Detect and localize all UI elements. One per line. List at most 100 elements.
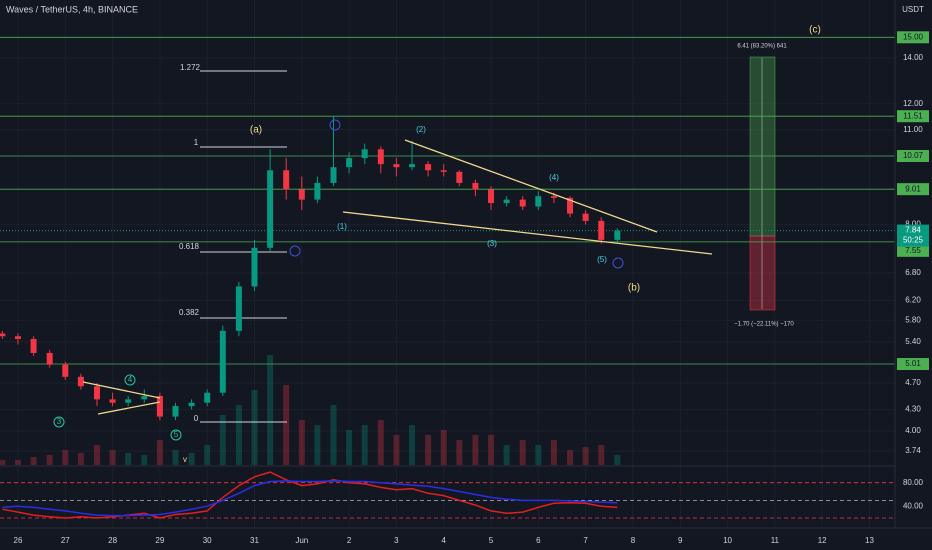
annotation: (5) bbox=[597, 255, 607, 264]
y-tick-label: 4.00 bbox=[905, 426, 921, 435]
candle-body bbox=[456, 171, 463, 183]
currency-label: USDT bbox=[902, 5, 924, 14]
level-label-box bbox=[897, 31, 929, 44]
wave-markers bbox=[289, 119, 624, 269]
x-tick-label: 12 bbox=[818, 536, 827, 545]
candle-body bbox=[440, 170, 447, 172]
y-tick-label: 6.80 bbox=[905, 268, 921, 277]
volume-bar bbox=[204, 445, 211, 465]
volume-bar bbox=[409, 425, 416, 465]
level-label-box bbox=[897, 358, 929, 371]
volume-bar bbox=[488, 435, 495, 465]
volume-bar bbox=[346, 430, 353, 465]
candle-body bbox=[598, 220, 605, 240]
chart-title: Waves / TetherUS, 4h, BINANCE bbox=[6, 4, 138, 14]
candle-body bbox=[46, 352, 53, 365]
volume-bar bbox=[393, 435, 400, 465]
fib-lines bbox=[200, 70, 287, 423]
x-tick-label: 4 bbox=[441, 536, 446, 545]
trendline bbox=[97, 401, 161, 415]
candle-body bbox=[30, 338, 37, 353]
candle-body bbox=[125, 399, 132, 403]
y-tick-label: 5.80 bbox=[905, 316, 921, 325]
level-label: 9.01 bbox=[905, 184, 921, 193]
volume-bar bbox=[188, 453, 195, 465]
candle-body bbox=[188, 402, 195, 407]
volume-bar bbox=[330, 405, 337, 465]
annotation: v bbox=[183, 455, 187, 464]
candle-body bbox=[109, 399, 116, 403]
volume-bar bbox=[267, 355, 274, 465]
x-tick-label: 27 bbox=[61, 536, 70, 545]
candle-body bbox=[298, 189, 305, 200]
wave-marker bbox=[289, 245, 301, 257]
annotation: 5 bbox=[174, 430, 179, 439]
loss-zone bbox=[749, 235, 776, 311]
y-tick-label: 4.30 bbox=[905, 405, 921, 414]
x-tick-label: 11 bbox=[771, 536, 780, 545]
volume-bar bbox=[535, 445, 542, 465]
y-tick-label: 11.00 bbox=[903, 125, 923, 134]
trendlines bbox=[82, 139, 713, 415]
annotation: 1.272 bbox=[180, 63, 201, 72]
candle-body bbox=[361, 149, 368, 159]
volume-bar bbox=[46, 455, 53, 465]
y-tick-label: 12.00 bbox=[903, 99, 924, 108]
x-tick-label: 30 bbox=[203, 536, 212, 545]
level-label-box bbox=[897, 110, 929, 123]
last-price-box bbox=[897, 224, 929, 247]
candle-body bbox=[409, 164, 416, 168]
x-tick-label: 28 bbox=[108, 536, 117, 545]
y-tick-label: 14.00 bbox=[903, 53, 924, 62]
volume-bar bbox=[77, 453, 84, 465]
volume-bar bbox=[519, 440, 526, 465]
x-tick-label: 9 bbox=[678, 536, 683, 545]
volume-bar bbox=[472, 435, 479, 465]
last-price-label: 7.84 bbox=[905, 226, 921, 235]
volume-bar bbox=[456, 440, 463, 465]
x-tick-label: 29 bbox=[155, 536, 164, 545]
y-tick-label: 8.00 bbox=[905, 220, 921, 229]
level-label-box bbox=[897, 150, 929, 163]
candle-body bbox=[219, 330, 226, 393]
levels bbox=[0, 36, 895, 365]
x-tick-label: 3 bbox=[394, 536, 399, 545]
x-tick-label: Jun bbox=[295, 536, 308, 545]
candle-body bbox=[503, 199, 510, 204]
annotation-circle bbox=[53, 416, 65, 428]
annotation: (b) bbox=[628, 283, 640, 294]
volume-bar bbox=[567, 450, 574, 465]
x-tick-label: 31 bbox=[250, 536, 259, 545]
trendline bbox=[404, 139, 658, 233]
volume-bar bbox=[125, 453, 132, 465]
volume-bar bbox=[298, 420, 305, 465]
volume-bar bbox=[314, 425, 321, 465]
candle-body bbox=[377, 149, 384, 165]
annotation-circle bbox=[124, 374, 136, 386]
level-label: 11.51 bbox=[903, 111, 923, 120]
level-label: 5.01 bbox=[905, 359, 921, 368]
candle-body bbox=[62, 364, 69, 377]
y-tick-label: 4.70 bbox=[905, 378, 921, 387]
volume-bar bbox=[156, 440, 163, 465]
candle-body bbox=[204, 392, 211, 403]
level-label: 15.00 bbox=[903, 32, 924, 41]
candle-body bbox=[77, 376, 84, 387]
level-label: 10.07 bbox=[903, 151, 924, 160]
candles bbox=[0, 116, 621, 421]
x-tick-label: 6 bbox=[536, 536, 541, 545]
annotation: (4) bbox=[549, 173, 559, 182]
candle-body bbox=[156, 396, 163, 417]
volume-bar bbox=[93, 445, 100, 465]
annotation: (c) bbox=[809, 25, 821, 36]
annotation: (a) bbox=[250, 125, 262, 136]
oscillator bbox=[0, 471, 895, 519]
annotation-circle bbox=[170, 429, 182, 441]
candle-body bbox=[425, 164, 432, 171]
candle-body bbox=[251, 247, 258, 287]
volume-bar bbox=[0, 460, 6, 465]
volume-bar bbox=[109, 450, 116, 465]
level-label: 7.55 bbox=[905, 246, 921, 255]
candle-body bbox=[519, 199, 526, 207]
